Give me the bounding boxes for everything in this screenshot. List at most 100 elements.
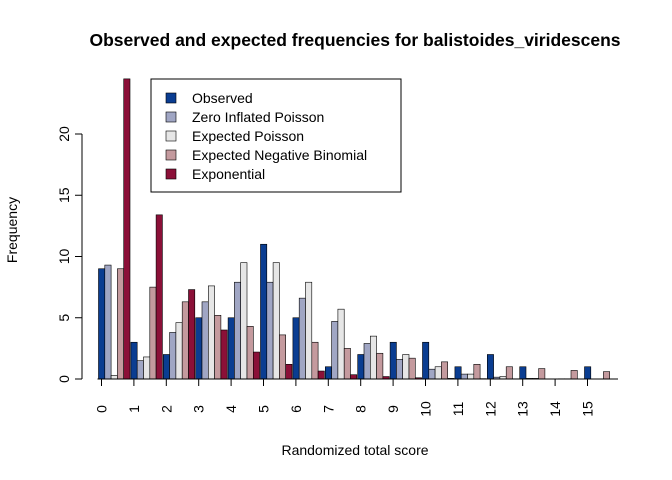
x-tick-label: 11: [450, 402, 466, 417]
bar-observed-5: [260, 243, 268, 380]
bar-expected-poisson-5: [272, 262, 280, 380]
bar-expected-negative-binomial-9: [408, 357, 416, 380]
bar-zero-inflated-poisson-3: [201, 301, 209, 380]
bar-zero-inflated-poisson-4: [234, 281, 241, 380]
bar-zero-inflated-poisson-5: [266, 281, 274, 380]
bar-expected-negative-binomial-15: [603, 371, 611, 380]
x-tick-label: 2: [158, 405, 174, 413]
x-tick-label: 9: [385, 405, 401, 413]
legend-label: Zero Inflated Poisson: [192, 109, 324, 125]
x-tick-label: 10: [418, 401, 434, 417]
bar-observed-7: [324, 366, 332, 380]
bar-expected-negative-binomial-0: [117, 268, 125, 380]
x-tick-label: 14: [547, 401, 563, 417]
y-tick-label: 10: [56, 249, 72, 265]
bar-expected-poisson-6: [305, 281, 313, 380]
bar-zero-inflated-poisson-10: [428, 368, 436, 380]
y-tick-label: 15: [56, 187, 72, 203]
bar-exponential-0: [123, 78, 131, 380]
bar-observed-1: [130, 341, 138, 380]
bar-zero-inflated-poisson-0: [104, 264, 112, 380]
bar-expected-poisson-8: [369, 335, 377, 380]
bar-expected-negative-binomial-2: [181, 301, 189, 380]
bar-expected-negative-binomial-10: [441, 361, 448, 380]
bar-expected-negative-binomial-5: [279, 334, 286, 380]
bar-expected-negative-binomial-12: [505, 366, 513, 380]
bar-exponential-1: [155, 214, 163, 380]
bar-expected-poisson-2: [175, 322, 183, 380]
bar-expected-negative-binomial-3: [214, 314, 222, 380]
bar-observed-9: [389, 341, 397, 380]
chart-title: Observed and expected frequencies for ba…: [89, 30, 620, 50]
y-axis-label: Frequency: [4, 197, 20, 263]
bar-observed-4: [227, 317, 235, 380]
bar-expected-negative-binomial-7: [343, 348, 351, 380]
bar-expected-negative-binomial-6: [311, 341, 319, 380]
bar-zero-inflated-poisson-2: [169, 332, 177, 380]
legend-label: Expected Poisson: [192, 128, 304, 144]
bar-exponential-4: [253, 351, 260, 380]
bar-zero-inflated-poisson-11: [460, 373, 468, 380]
x-tick-label: 12: [482, 401, 498, 417]
y-tick-label: 20: [56, 126, 72, 142]
bar-observed-0: [98, 268, 106, 380]
x-tick-label: 13: [515, 401, 531, 417]
legend: Observed Zero Inflated Poisson Expected Po…: [150, 78, 402, 193]
legend-label: Observed: [192, 90, 253, 106]
bar-exponential-2: [188, 289, 196, 380]
bar-observed-10: [422, 341, 430, 380]
y-tick-label: 0: [56, 375, 72, 383]
y-tick-label: 5: [56, 314, 72, 322]
x-tick-label: 4: [223, 405, 239, 413]
bar-expected-negative-binomial-8: [376, 352, 384, 380]
x-tick-label: 15: [580, 401, 596, 417]
legend-swatch: [165, 130, 177, 142]
bar-expected-poisson-3: [208, 285, 215, 380]
bar-exponential-7: [350, 374, 358, 380]
legend-label: Exponential: [192, 166, 265, 182]
bar-zero-inflated-poisson-7: [331, 321, 339, 380]
bar-expected-poisson-11: [467, 373, 475, 380]
bar-expected-poisson-1: [143, 356, 151, 380]
bar-expected-negative-binomial-14: [570, 370, 578, 380]
bars-group: [98, 78, 617, 380]
legend-swatch: [165, 111, 177, 123]
bar-observed-8: [357, 354, 365, 380]
bar-observed-6: [292, 317, 300, 380]
bar-expected-poisson-9: [402, 354, 410, 380]
bar-exponential-5: [285, 363, 293, 380]
bar-exponential-3: [220, 329, 228, 380]
x-tick-label: 0: [94, 405, 110, 413]
bar-zero-inflated-poisson-8: [363, 343, 371, 380]
x-tick-label: 5: [256, 405, 272, 413]
bar-observed-15: [584, 366, 592, 380]
bar-zero-inflated-poisson-6: [298, 297, 306, 380]
x-axis-label: Randomized total score: [281, 442, 428, 458]
bar-observed-12: [486, 354, 494, 380]
x-tick-label: 3: [191, 405, 207, 413]
bar-expected-negative-binomial-11: [473, 363, 481, 380]
legend-swatch: [165, 149, 177, 161]
legend-swatch: [165, 168, 177, 180]
legend-box: [150, 78, 402, 193]
bar-expected-negative-binomial-13: [538, 368, 546, 380]
bar-observed-13: [519, 366, 527, 380]
bar-zero-inflated-poisson-1: [136, 360, 144, 380]
x-tick-label: 8: [353, 405, 369, 413]
bar-expected-negative-binomial-4: [246, 326, 254, 380]
legend-swatch: [165, 92, 177, 104]
x-tick-label: 6: [288, 405, 304, 413]
bar-expected-negative-binomial-1: [149, 286, 157, 380]
bar-expected-poisson-4: [240, 262, 248, 380]
legend-label: Expected Negative Binomial: [192, 147, 367, 163]
x-tick-label: 1: [126, 405, 142, 413]
bar-observed-2: [163, 354, 170, 380]
x-tick-label: 7: [320, 405, 336, 413]
bar-observed-11: [454, 366, 462, 380]
bar-exponential-6: [317, 370, 325, 380]
bar-observed-3: [195, 317, 203, 380]
bar-expected-poisson-10: [434, 366, 442, 380]
bar-expected-poisson-7: [337, 308, 345, 380]
